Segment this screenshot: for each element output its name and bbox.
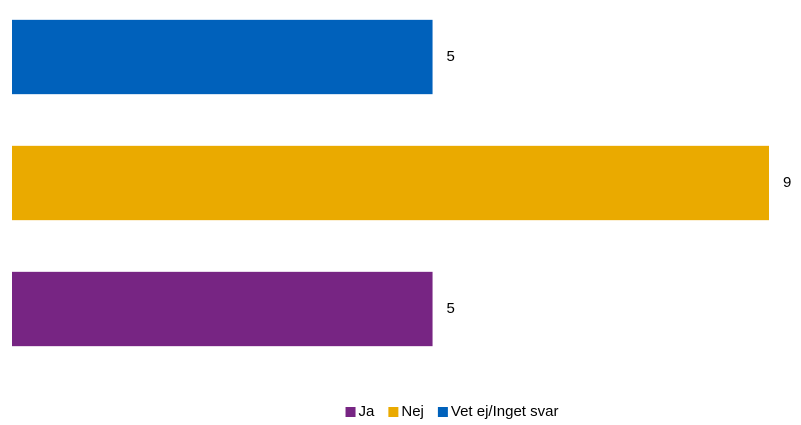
legend-swatch <box>437 407 448 417</box>
value-label: 9 <box>783 174 791 191</box>
legend-label: Nej <box>401 403 424 420</box>
bar <box>12 19 433 95</box>
bar <box>12 271 433 347</box>
legend-label: Vet ej/Inget svar <box>451 403 559 420</box>
legend-swatch <box>345 407 356 417</box>
bar <box>12 145 769 221</box>
value-label: 5 <box>447 48 455 65</box>
legend-swatch <box>388 407 399 417</box>
value-label: 5 <box>447 300 455 317</box>
legend-label: Ja <box>359 403 376 420</box>
